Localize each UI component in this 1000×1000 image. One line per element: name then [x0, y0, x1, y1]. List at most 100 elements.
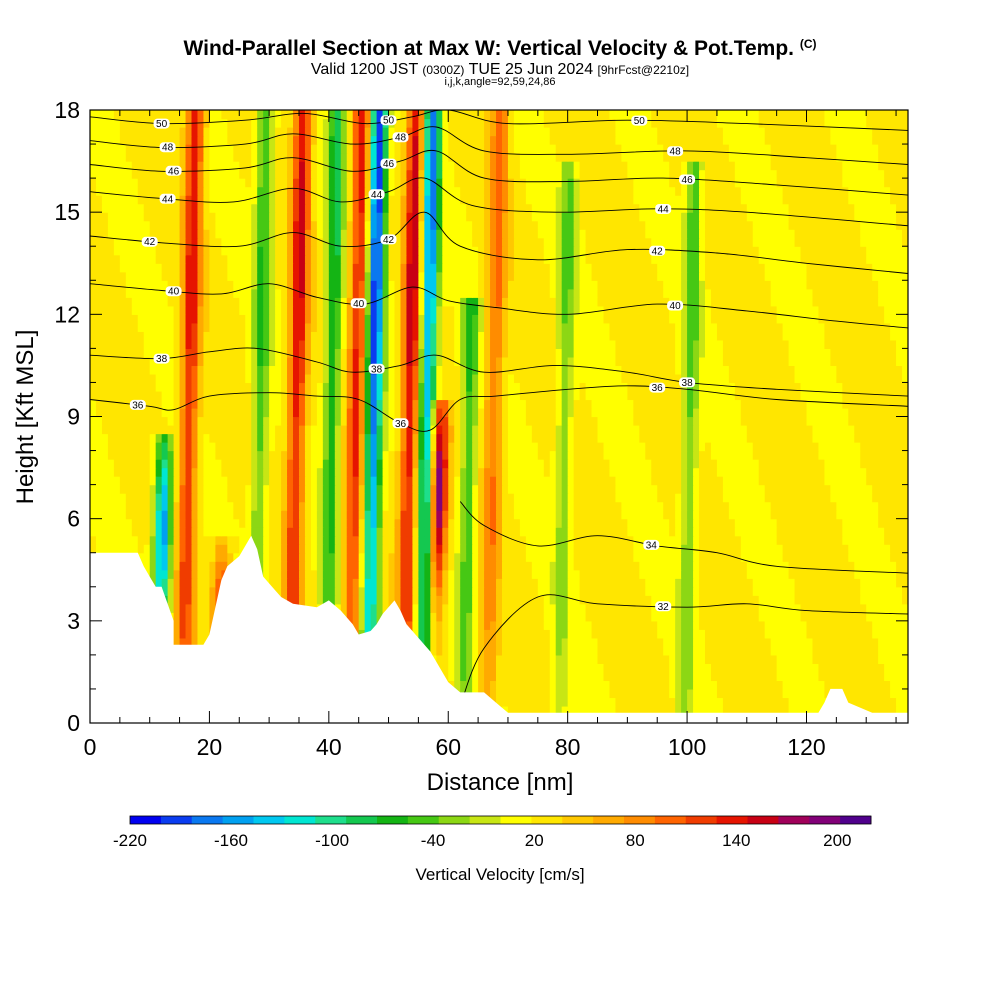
velocity-cell [460, 595, 467, 605]
velocity-cell [179, 518, 187, 528]
velocity-cell [567, 450, 575, 460]
velocity-cell [645, 425, 652, 435]
velocity-cell [657, 425, 664, 435]
velocity-cell [830, 671, 837, 682]
velocity-cell [185, 569, 193, 579]
velocity-cell [191, 637, 199, 647]
velocity-cell [722, 663, 730, 673]
velocity-cell [722, 595, 730, 605]
velocity-cell [472, 425, 479, 435]
velocity-cell [716, 476, 724, 486]
velocity-cell [531, 663, 539, 673]
velocity-cell [681, 620, 688, 630]
velocity-cell [669, 442, 676, 452]
velocity-cell [657, 510, 664, 520]
velocity-cell [716, 518, 724, 528]
velocity-cell [651, 569, 658, 579]
velocity-cell [179, 586, 187, 596]
velocity-cell [794, 671, 802, 682]
velocity-cell [579, 425, 587, 435]
velocity-cell [370, 433, 378, 443]
velocity-cell [149, 407, 157, 418]
velocity-cell [842, 663, 849, 673]
velocity-cell [179, 501, 187, 511]
velocity-cell [478, 493, 485, 503]
velocity-cell [860, 552, 867, 562]
velocity-cell [298, 416, 306, 426]
velocity-cell [722, 467, 730, 477]
velocity-cell [310, 442, 318, 452]
velocity-cell [878, 688, 885, 699]
velocity-cell [734, 612, 742, 622]
velocity-cell [824, 586, 831, 596]
velocity-cell [902, 416, 908, 426]
velocity-cell [412, 535, 419, 545]
velocity-cell [430, 603, 437, 613]
velocity-cell [836, 476, 843, 486]
velocity-cell [418, 629, 425, 639]
velocity-cell [687, 450, 694, 460]
velocity-cell [734, 595, 742, 605]
velocity-cell [143, 476, 151, 486]
velocity-cell [358, 569, 366, 579]
velocity-cell [872, 637, 879, 647]
velocity-cell [693, 663, 700, 673]
velocity-cell [758, 552, 766, 562]
velocity-cell [782, 654, 790, 664]
velocity-cell [663, 578, 670, 588]
velocity-cell [191, 561, 199, 571]
velocity-cell [549, 637, 557, 647]
velocity-cell [896, 603, 903, 613]
velocity-cell [866, 663, 873, 673]
velocity-cell [484, 603, 491, 613]
velocity-cell [615, 501, 622, 511]
velocity-cell [615, 612, 622, 622]
velocity-cell [752, 586, 760, 596]
velocity-cell [716, 637, 724, 647]
velocity-cell [424, 425, 431, 435]
velocity-cell [657, 620, 664, 630]
velocity-cell [155, 442, 163, 452]
velocity-cell [537, 442, 545, 452]
velocity-cell [179, 476, 187, 486]
velocity-cell [507, 561, 515, 571]
velocity-cell [585, 484, 593, 494]
velocity-cell [728, 518, 736, 528]
velocity-cell [675, 569, 682, 579]
velocity-cell [728, 705, 736, 716]
velocity-cell [776, 561, 784, 571]
velocity-cell [549, 544, 557, 554]
velocity-cell [412, 569, 419, 579]
velocity-cell [579, 705, 587, 716]
velocity-cell [579, 518, 587, 528]
velocity-cell [376, 459, 384, 469]
velocity-cell [860, 688, 867, 699]
velocity-cell [472, 450, 479, 460]
velocity-cell [215, 518, 222, 528]
velocity-cell [328, 561, 336, 571]
velocity-cell [454, 620, 461, 630]
velocity-cell [687, 688, 694, 699]
velocity-cell [531, 518, 539, 528]
velocity-cell [704, 603, 712, 613]
velocity-cell [346, 476, 354, 486]
velocity-cell [430, 578, 437, 588]
velocity-cell [418, 552, 425, 562]
velocity-cell [890, 620, 897, 630]
velocity-cell [448, 527, 455, 537]
velocity-cell [143, 510, 151, 520]
velocity-cell [848, 646, 855, 656]
velocity-cell [591, 637, 599, 647]
velocity-cell [609, 459, 617, 469]
velocity-cell [567, 646, 575, 656]
velocity-cell [615, 671, 622, 682]
velocity-cell [251, 476, 258, 486]
velocity-cell [454, 450, 461, 460]
velocity-cell [484, 646, 491, 656]
velocity-cell [203, 586, 211, 596]
velocity-cell [693, 671, 700, 682]
velocity-cell [848, 578, 855, 588]
velocity-cell [567, 484, 575, 494]
velocity-cell [555, 459, 563, 469]
velocity-cell [812, 501, 820, 511]
